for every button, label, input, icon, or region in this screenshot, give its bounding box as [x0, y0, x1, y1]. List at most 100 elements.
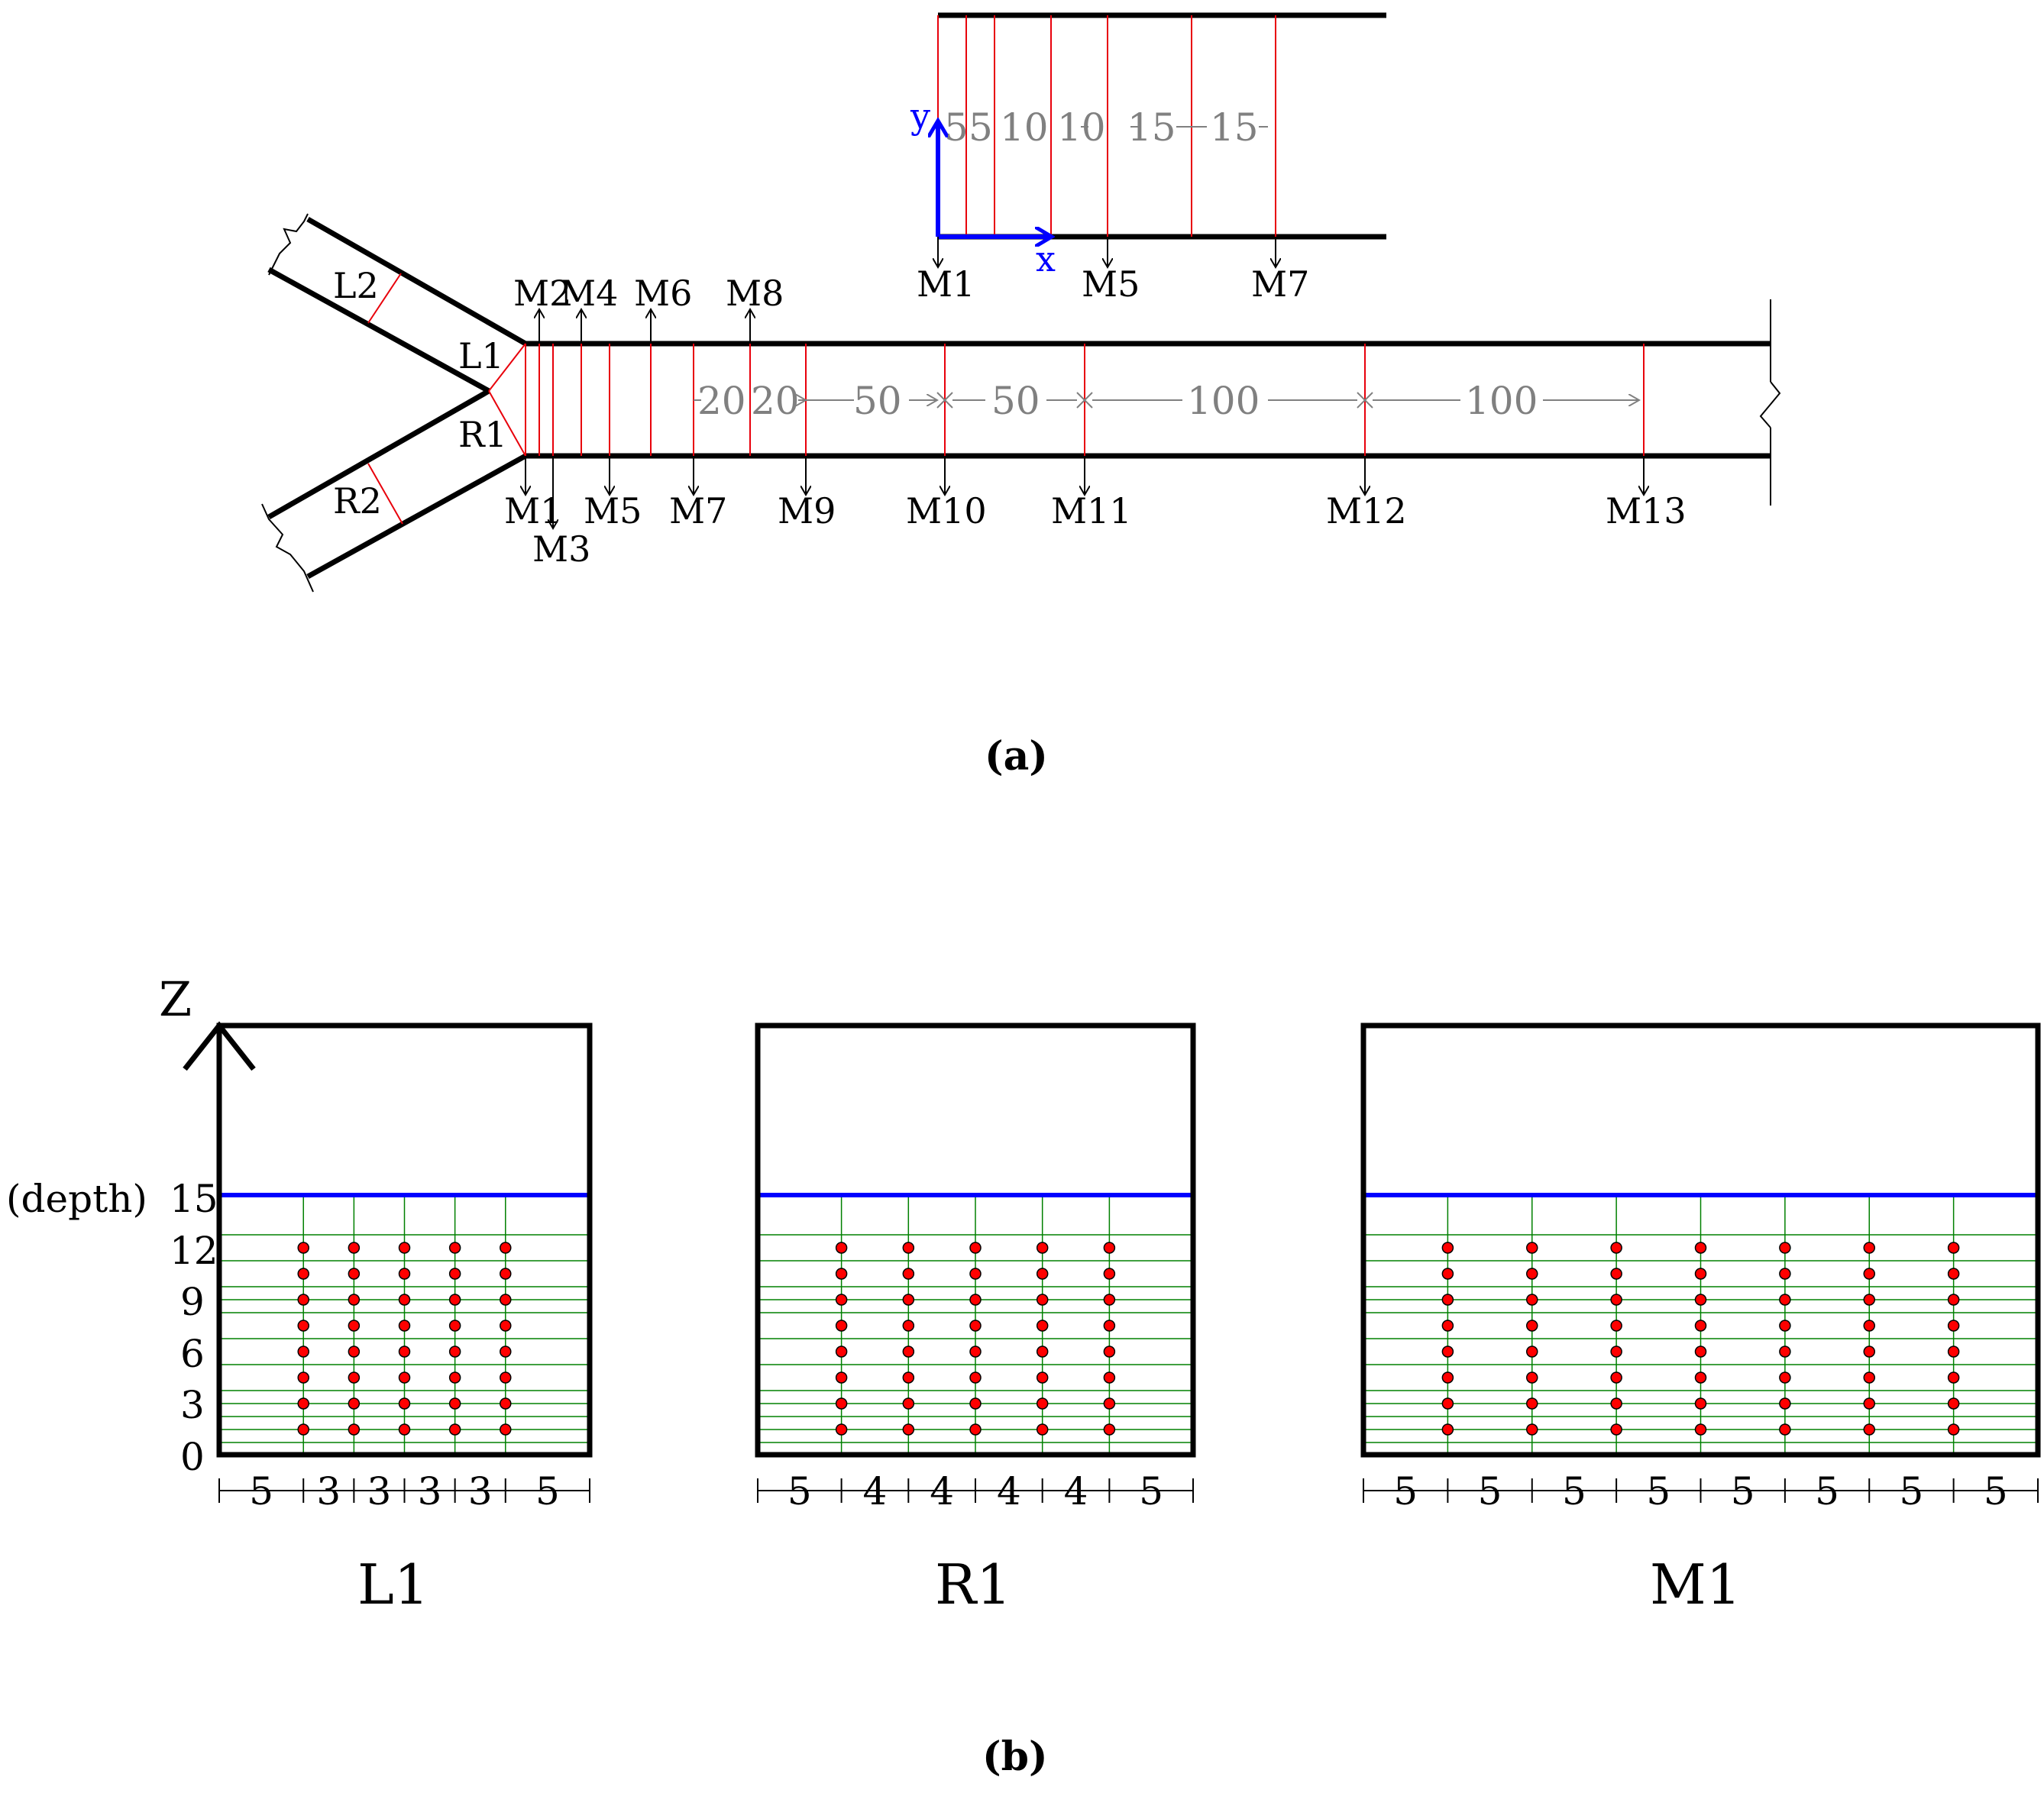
label-m6: M6: [634, 273, 692, 314]
l1-point-1-6: [348, 1397, 361, 1410]
r1-spacing-4: 4: [1064, 1469, 1088, 1514]
label-m9: M9: [778, 490, 836, 531]
m1-point-0-7: [1441, 1423, 1454, 1436]
r1-point-0-7: [835, 1423, 848, 1436]
l1-point-2-3: [398, 1320, 411, 1332]
label-m10: M10: [906, 490, 987, 531]
m1-point-5-6: [1863, 1397, 1875, 1410]
caption-b: (b): [982, 1733, 1048, 1780]
l1-point-3-0: [448, 1242, 461, 1254]
m1-point-0-0: [1441, 1242, 1454, 1254]
m1-point-5-5: [1863, 1371, 1875, 1384]
r1-point-0-1: [835, 1268, 848, 1280]
panel-a-plan-view: L2 L1 R1 R2 M2 M4 M6: [261, 12, 1781, 780]
inset-spacing-5-b: 5: [969, 105, 993, 150]
label-l1: L1: [458, 335, 504, 376]
label-m7: M7: [669, 490, 727, 531]
r1-point-1-0: [902, 1242, 915, 1254]
m1-spacing-2: 5: [1562, 1469, 1586, 1514]
m1-point-3-6: [1694, 1397, 1707, 1410]
depth-tick-3: 3: [180, 1383, 205, 1427]
l1-point-2-7: [398, 1423, 411, 1436]
l1-point-0-3: [297, 1320, 309, 1332]
l1-section-outline: [216, 1022, 593, 1458]
inset-label-m1: M1: [917, 263, 975, 305]
m1-spacing-5: 5: [1815, 1469, 1839, 1514]
depth-tick-12: 12: [170, 1229, 218, 1273]
r1-point-1-1: [902, 1268, 915, 1280]
m1-point-5-2: [1863, 1294, 1875, 1306]
z-axis-label: Z: [159, 971, 192, 1027]
right-branch-inner-wall: [267, 388, 490, 520]
r1-point-3-6: [1036, 1397, 1049, 1410]
r1-point-4-2: [1103, 1294, 1116, 1306]
l1-point-1-3: [348, 1320, 361, 1332]
m1-point-6-4: [1947, 1346, 1960, 1358]
r1-point-4-6: [1103, 1397, 1116, 1410]
m1-point-2-3: [1610, 1320, 1622, 1332]
label-m13: M13: [1606, 490, 1687, 531]
r1-point-3-5: [1036, 1371, 1049, 1384]
section-name-r1: R1: [935, 1552, 1011, 1617]
r1-point-1-2: [902, 1294, 915, 1306]
l1-point-3-4: [448, 1346, 461, 1358]
l1-spacing-4: 3: [468, 1469, 493, 1514]
m1-point-0-5: [1441, 1371, 1454, 1384]
depth-tick-0: 0: [180, 1435, 205, 1479]
section-line-r1: [488, 390, 526, 457]
l1-point-2-1: [398, 1268, 411, 1280]
label-m8: M8: [726, 273, 784, 314]
m1-point-0-4: [1441, 1346, 1454, 1358]
r1-point-2-3: [969, 1320, 982, 1332]
l1-point-3-1: [448, 1268, 461, 1280]
label-r1: R1: [458, 414, 507, 455]
r1-point-1-4: [902, 1346, 915, 1358]
m1-spacing-4: 5: [1731, 1469, 1755, 1514]
l1-point-1-4: [348, 1346, 361, 1358]
label-m11: M11: [1051, 490, 1132, 531]
l1-point-2-0: [398, 1242, 411, 1254]
caption-a: (a): [985, 733, 1048, 780]
m1-spacing-7: 5: [1984, 1469, 2008, 1514]
depth-tick-9: 9: [180, 1280, 205, 1324]
m1-point-0-6: [1441, 1397, 1454, 1410]
spacing-20-b: 20: [751, 379, 800, 423]
m1-spacing-1: 5: [1478, 1469, 1502, 1514]
r1-point-4-4: [1103, 1346, 1116, 1358]
section-name-m1: M1: [1650, 1552, 1742, 1617]
m1-point-1-7: [1526, 1423, 1538, 1436]
m1-point-0-1: [1441, 1268, 1454, 1280]
m1-spacing-6: 5: [1900, 1469, 1924, 1514]
inset-spacing-10-a: 10: [1000, 105, 1049, 150]
l1-point-3-2: [448, 1294, 461, 1306]
channel-break-symbol-left-bottom: [261, 503, 314, 593]
m1-point-5-1: [1863, 1268, 1875, 1280]
l1-point-4-7: [500, 1423, 512, 1436]
spacing-100-b: 100: [1465, 379, 1538, 423]
left-branch-inner-wall: [267, 267, 490, 394]
l1-point-4-5: [500, 1371, 512, 1384]
channel-break-symbol-right: [1759, 299, 1781, 506]
l1-point-3-6: [448, 1397, 461, 1410]
m1-spacing-0: 5: [1393, 1469, 1418, 1514]
r1-point-1-6: [902, 1397, 915, 1410]
r1-point-3-7: [1036, 1423, 1049, 1436]
m1-point-3-2: [1694, 1294, 1707, 1306]
m1-point-6-2: [1947, 1294, 1960, 1306]
main-dimension-line: [694, 392, 1639, 409]
m1-point-4-2: [1779, 1294, 1791, 1306]
m1-point-2-4: [1610, 1346, 1622, 1358]
m1-point-2-1: [1610, 1268, 1622, 1280]
r1-point-3-0: [1036, 1242, 1049, 1254]
m1-point-1-2: [1526, 1294, 1538, 1306]
r1-point-0-5: [835, 1371, 848, 1384]
m1-point-1-6: [1526, 1397, 1538, 1410]
m1-point-6-0: [1947, 1242, 1960, 1254]
m1-point-6-6: [1947, 1397, 1960, 1410]
section-line-r2: [367, 463, 403, 525]
main-channel-sections: [525, 344, 1645, 456]
label-r2: R2: [333, 480, 382, 522]
l1-point-1-1: [348, 1268, 361, 1280]
